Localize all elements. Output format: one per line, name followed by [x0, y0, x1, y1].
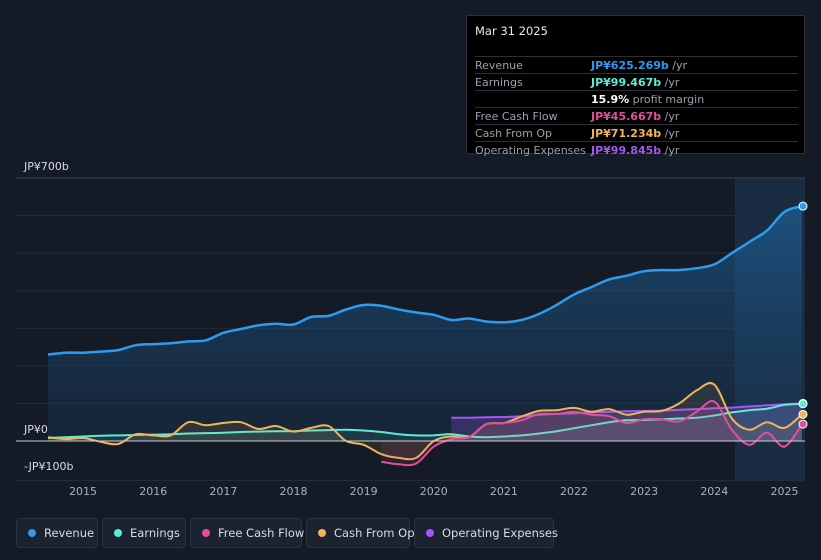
x-tick-label: 2018 — [279, 485, 307, 498]
legend-item-operating-expenses[interactable]: Operating Expenses — [414, 518, 558, 548]
legend-dot-icon — [28, 529, 36, 537]
tooltip-row-value: JP¥625.269b /yr — [591, 59, 688, 72]
x-axis-ticks: 2015 2016 2017 2018 2019 2020 2021 2022 2023 2024… — [69, 485, 798, 498]
tooltip-panel: Mar 31 2025 Revenue JP¥625.269b /yr Earnin… — [466, 15, 805, 157]
x-tick-label: 2017 — [209, 485, 237, 498]
y-zero-label: JP¥0 — [23, 423, 48, 436]
operating-expenses-line — [451, 402, 803, 419]
free-cash-flow-endpoint — [798, 419, 808, 429]
tooltip-row-cash-from-op: Cash From Op JP¥71.234b /yr — [475, 124, 798, 142]
tooltip-row-unit: /yr — [661, 144, 680, 157]
free-cash-flow-area — [381, 401, 802, 466]
legend-label: Free Cash Flow — [218, 526, 305, 540]
tooltip-row-unit: /yr — [668, 59, 688, 72]
free-cash-flow-line — [381, 400, 803, 467]
revenue-area — [48, 206, 802, 441]
y-bottom-label: -JP¥100b — [24, 460, 73, 473]
x-tick-label: 2023 — [630, 485, 658, 498]
tooltip-row-value: JP¥71.234b /yr — [591, 127, 680, 140]
x-tick-label: 2020 — [420, 485, 448, 498]
tooltip-row-value: JP¥45.667b /yr — [591, 110, 680, 123]
series-endpoints — [798, 201, 808, 429]
cash-from-op-endpoint — [798, 409, 808, 419]
cash-from-op-area — [48, 383, 802, 460]
cash-from-op-line — [47, 382, 803, 461]
legend-label: Operating Expenses — [442, 526, 558, 540]
legend-dot-icon — [426, 529, 434, 537]
tooltip-row-profit-margin: 15.9% profit margin — [475, 90, 798, 108]
tooltip-row-label: Operating Expenses — [475, 144, 586, 157]
legend-item-cash-from-op[interactable]: Cash From Op — [306, 518, 415, 548]
legend-label: Cash From Op — [334, 526, 415, 540]
x-tick-label: 2021 — [490, 485, 518, 498]
tooltip-row-unit: /yr — [661, 110, 680, 123]
legend-item-revenue[interactable]: Revenue — [16, 518, 98, 548]
tooltip-row-label: Cash From Op — [475, 127, 553, 140]
tooltip-row-label: Earnings — [475, 76, 523, 89]
tooltip-row-label: Free Cash Flow — [475, 110, 558, 123]
earnings-area — [48, 403, 802, 441]
tooltip-row-value: 15.9% profit margin — [591, 93, 705, 106]
tooltip-date: Mar 31 2025 — [475, 24, 548, 38]
tooltip-row-free-cash-flow: Free Cash Flow JP¥45.667b /yr — [475, 107, 798, 125]
x-tick-label: 2019 — [350, 485, 378, 498]
x-tick-label: 2022 — [560, 485, 588, 498]
legend-label: Revenue — [44, 526, 95, 540]
chart-area: JP¥700b JP¥0 -JP¥100b 2015 2016 2017 2018 20… — [16, 160, 808, 498]
x-tick-label: 2016 — [139, 485, 167, 498]
chart-series — [47, 204, 803, 467]
y-top-label: JP¥700b — [23, 160, 69, 173]
tooltip-row-earnings: Earnings JP¥99.467b /yr — [475, 73, 798, 91]
tooltip-row-label: Revenue — [475, 59, 523, 72]
earnings-endpoint — [798, 399, 808, 409]
tooltip-row-operating-expenses: Operating Expenses JP¥99.845b /yr — [475, 141, 798, 159]
tooltip-row-value: JP¥99.845b /yr — [591, 144, 680, 157]
revenue-line — [47, 204, 803, 356]
tooltip-row-unit: /yr — [661, 76, 680, 89]
tooltip-row-unit: /yr — [661, 127, 680, 140]
legend-dot-icon — [114, 529, 122, 537]
legend-item-earnings[interactable]: Earnings — [102, 518, 186, 548]
x-tick-label: 2025 — [770, 485, 798, 498]
x-tick-label: 2024 — [700, 485, 728, 498]
tooltip-row-revenue: Revenue JP¥625.269b /yr — [475, 56, 798, 74]
revenue-endpoint — [798, 201, 808, 211]
x-tick-label: 2015 — [69, 485, 97, 498]
tooltip-row-value: JP¥99.467b /yr — [591, 76, 680, 89]
legend-label: Earnings — [130, 526, 180, 540]
legend-dot-icon — [318, 529, 326, 537]
legend-item-free-cash-flow[interactable]: Free Cash Flow — [190, 518, 305, 548]
tooltip-row-unit: profit margin — [629, 93, 705, 106]
legend-dot-icon — [202, 529, 210, 537]
